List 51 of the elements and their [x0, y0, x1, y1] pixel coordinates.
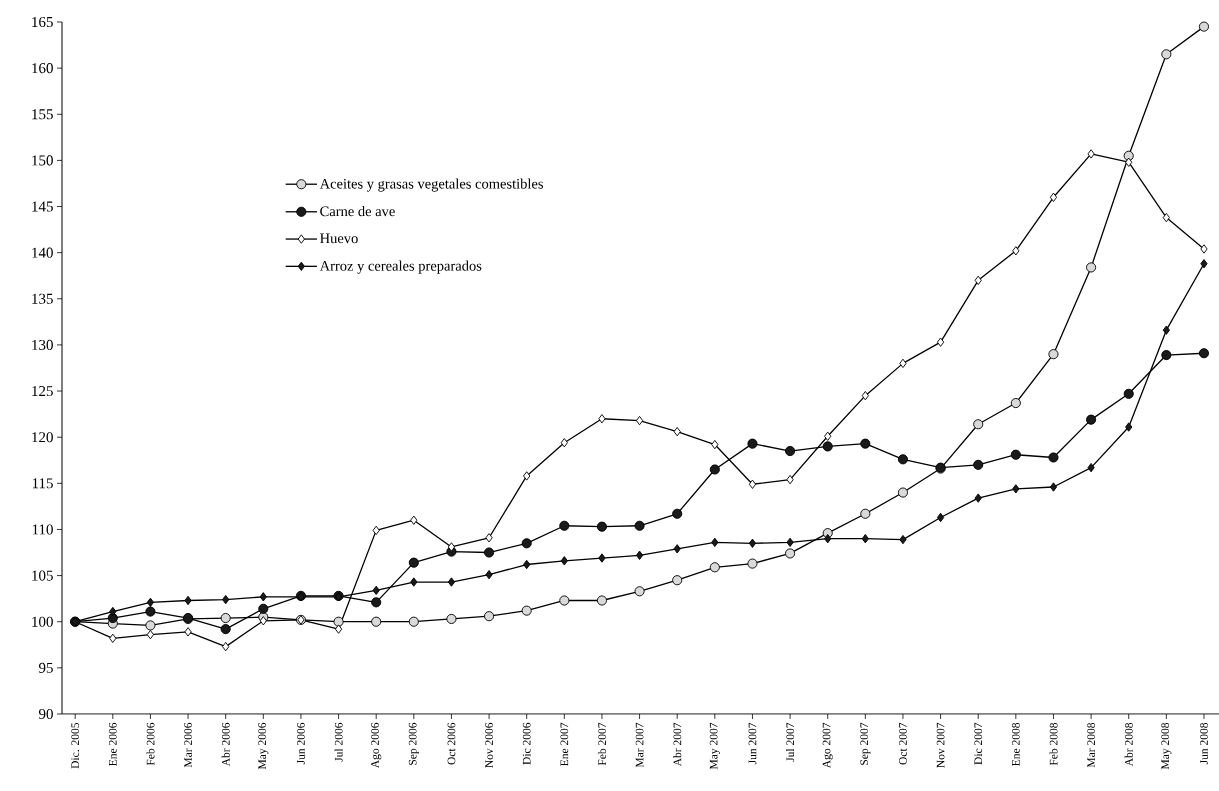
x-tick-label: Ene 2008 — [1011, 722, 1020, 766]
y-tick-label: 165 — [32, 16, 53, 28]
x-tick-label: Mar 2006 — [184, 722, 192, 768]
y-tick-label: 155 — [32, 109, 53, 120]
y-tick-label: 100 — [32, 616, 53, 627]
x-tick-label: Feb 2008 — [1049, 722, 1058, 766]
x-tick-label: May 2006 — [258, 722, 269, 770]
x-tick-label: Dic 2006 — [522, 722, 531, 765]
x-tick-label: Feb 2006 — [146, 722, 155, 766]
y-tick-label: 125 — [32, 386, 53, 397]
y-tick-label: 160 — [32, 63, 53, 74]
y-tick-label: 140 — [32, 247, 53, 258]
x-tick-label: Jul 2006 — [334, 722, 343, 762]
x-tick-label: Abr 2006 — [221, 722, 230, 767]
y-tick-label: 105 — [32, 570, 53, 581]
legend-label: Huevo — [320, 233, 358, 244]
y-tick-label: 90 — [38, 708, 53, 720]
x-tick-label: Ago 2006 — [371, 722, 382, 769]
x-tick-label: Jun 2006 — [297, 722, 305, 765]
legend-label: Arroz y cereales preparados — [319, 260, 482, 274]
x-tick-label: Sep 2007 — [860, 722, 871, 765]
x-tick-label: Feb 2007 — [597, 722, 606, 766]
y-tick-label: 110 — [32, 524, 53, 535]
y-tick-label: 115 — [32, 478, 53, 489]
legend-label: Carne de ave — [320, 205, 395, 217]
x-tick-label: Jun 2008 — [1200, 722, 1208, 765]
y-tick-label: 135 — [32, 293, 53, 304]
x-tick-label: Nov 2007 — [936, 722, 945, 768]
y-tick-label: 120 — [32, 432, 53, 443]
x-tick-label: Abr 2007 — [673, 722, 682, 767]
x-tick-label: Dic 2007 — [974, 722, 983, 765]
x-tick-label: Oct 2007 — [899, 722, 907, 765]
y-tick-label: 130 — [32, 339, 53, 350]
x-tick-label: Nov 2006 — [485, 722, 493, 768]
x-tick-label: Ene 2006 — [108, 722, 117, 766]
x-tick-label: May 2007 — [709, 722, 720, 770]
y-tick-label: 150 — [32, 155, 53, 166]
x-tick-label: Mar 2008 — [1087, 722, 1095, 768]
x-tick-label: Oct 2006 — [447, 722, 456, 765]
y-tick-label: 95 — [38, 662, 53, 673]
x-tick-label: Sep 2006 — [408, 722, 419, 765]
x-tick-label: Ago 2007 — [822, 722, 833, 769]
legend-label: Aceites y grasas vegetales comestibles — [319, 178, 543, 192]
x-tick-label: Abr 2008 — [1124, 722, 1133, 767]
x-tick-label: Dic. 2005 — [71, 722, 80, 769]
x-tick-label: May 2008 — [1161, 722, 1172, 770]
x-tick-label: Jun 2007 — [748, 722, 757, 765]
y-tick-label: 145 — [32, 201, 53, 212]
x-tick-label: Mar 2007 — [635, 722, 644, 768]
x-tick-label: Ene 2007 — [560, 722, 569, 766]
x-tick-label: Jul 2007 — [786, 722, 795, 762]
